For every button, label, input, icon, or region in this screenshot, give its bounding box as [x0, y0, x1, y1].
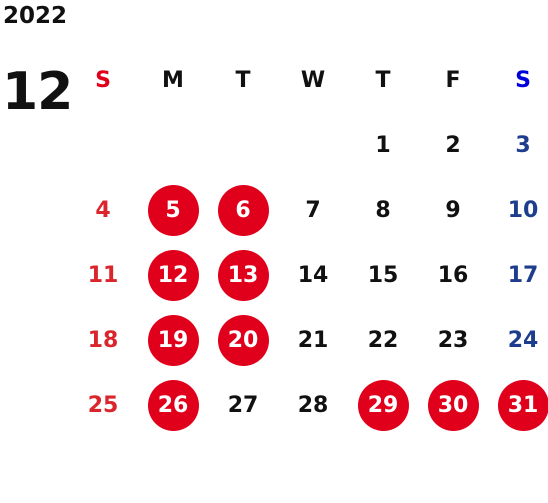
date-cell: 7: [278, 178, 348, 243]
date-cell: 14: [278, 243, 348, 308]
weekday-label: T: [375, 67, 391, 93]
date-number: 15: [367, 263, 399, 288]
date-cell: 8: [348, 178, 418, 243]
date-cell: 22: [348, 308, 418, 373]
date-cell: 29: [348, 373, 418, 438]
month-number: 12: [2, 62, 73, 122]
weekday-label: F: [445, 67, 461, 93]
date-number: 31: [497, 380, 548, 431]
date-cell: 2: [418, 113, 488, 178]
date-cell: 6: [208, 178, 278, 243]
date-number: 1: [375, 133, 391, 158]
date-number: 21: [297, 328, 329, 353]
date-cell: 5: [138, 178, 208, 243]
date-cell: 19: [138, 308, 208, 373]
date-cell: 31: [488, 373, 548, 438]
weekday-cell-saturday: S: [488, 47, 548, 113]
date-number: [218, 120, 269, 171]
date-cell: 25: [68, 373, 138, 438]
date-number: 8: [375, 198, 391, 223]
date-cell: [278, 113, 348, 178]
date-cell: 24: [488, 308, 548, 373]
weekday-label: S: [95, 67, 111, 93]
date-number: 28: [297, 393, 329, 418]
weekday-cell-monday: M: [138, 47, 208, 113]
weekday-cell-friday: F: [418, 47, 488, 113]
date-number: 9: [445, 198, 461, 223]
calendar-grid: S M T W T F S 1 2 3 4 5 6 7 8 9 10 11 12…: [68, 47, 548, 438]
date-number: 6: [217, 185, 269, 236]
date-cell: 16: [418, 243, 488, 308]
year-label: 2022: [3, 3, 68, 29]
date-number: 29: [357, 380, 409, 431]
date-number: 26: [147, 380, 199, 431]
date-number: 14: [297, 263, 329, 288]
date-number: 12: [147, 250, 199, 301]
weekday-cell-wednesday: W: [278, 47, 348, 113]
weekday-label: W: [300, 67, 326, 93]
date-number: 7: [305, 198, 321, 223]
date-cell: 13: [208, 243, 278, 308]
date-cell: 10: [488, 178, 548, 243]
date-number: 3: [515, 133, 531, 158]
date-number: 24: [507, 328, 539, 353]
weekday-label: T: [235, 67, 251, 93]
date-number: 17: [507, 263, 539, 288]
weekday-cell-thursday: T: [348, 47, 418, 113]
date-number: 4: [95, 198, 111, 223]
date-cell: 3: [488, 113, 548, 178]
date-cell: 26: [138, 373, 208, 438]
weekday-cell-tuesday: T: [208, 47, 278, 113]
date-number: 2: [445, 133, 461, 158]
date-number: 5: [147, 185, 199, 236]
weekday-label: S: [515, 67, 531, 93]
date-number: 18: [87, 328, 119, 353]
date-number: [288, 120, 339, 171]
date-number: [148, 120, 199, 171]
weekday-label: M: [162, 67, 184, 93]
date-cell: 23: [418, 308, 488, 373]
date-number: 10: [507, 198, 539, 223]
weekday-cell-sunday: S: [68, 47, 138, 113]
date-number: 20: [217, 315, 269, 366]
date-number: 19: [147, 315, 199, 366]
date-number: [78, 120, 129, 171]
date-number: 27: [227, 393, 259, 418]
date-cell: [208, 113, 278, 178]
date-cell: 11: [68, 243, 138, 308]
date-cell: 9: [418, 178, 488, 243]
date-cell: 15: [348, 243, 418, 308]
date-cell: 12: [138, 243, 208, 308]
date-cell: 1: [348, 113, 418, 178]
date-number: 25: [87, 393, 119, 418]
date-number: 11: [87, 263, 119, 288]
date-cell: 4: [68, 178, 138, 243]
date-cell: 30: [418, 373, 488, 438]
date-number: 13: [217, 250, 269, 301]
date-cell: 20: [208, 308, 278, 373]
date-cell: 21: [278, 308, 348, 373]
date-cell: 28: [278, 373, 348, 438]
date-number: 22: [367, 328, 399, 353]
date-number: 30: [427, 380, 479, 431]
date-cell: [68, 113, 138, 178]
date-number: 16: [437, 263, 469, 288]
date-number: 23: [437, 328, 469, 353]
date-cell: 18: [68, 308, 138, 373]
date-cell: 27: [208, 373, 278, 438]
date-cell: 17: [488, 243, 548, 308]
date-cell: [138, 113, 208, 178]
